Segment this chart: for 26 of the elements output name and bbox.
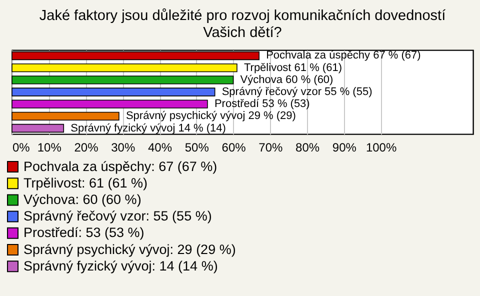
legend-label: Správný psychický vývoj: 29 (29 %): [24, 242, 236, 257]
data-label: Pochvala za úspěchy 67 % (67): [266, 50, 421, 62]
data-label: Trpělivost 61 % (61): [244, 62, 342, 74]
legend-label: Správný řečový vzor: 55 (55 %): [24, 208, 212, 224]
x-tick-label: 40%: [148, 140, 172, 154]
data-label: Výchova 60 % (60): [240, 74, 334, 86]
x-tick-label: 70%: [258, 140, 283, 154]
x-tick-label: 80%: [296, 140, 320, 154]
data-label: Správný řečový vzor 55 % (55): [222, 86, 372, 98]
x-tick-label: 90%: [332, 140, 357, 154]
legend-label: Pochvala za úspěchy: 67 (67 %): [24, 158, 218, 174]
x-tick-label: 100%: [366, 140, 397, 154]
x-tick-label: 50%: [184, 140, 210, 154]
legend-label: Výchova: 60 (60 %): [24, 192, 142, 207]
data-label: Správný fyzický vývoj 14 % (14): [70, 122, 226, 134]
chart-title: Jaké faktory jsou důležité pro rozvoj komunikačních dovedností Vašich dětí?: [39, 8, 446, 42]
x-tick-label: 10%: [37, 140, 62, 154]
x-tick-label: 20%: [74, 140, 99, 154]
legend-label: Prostředí: 53 (53 %): [24, 225, 144, 240]
data-label: Prostředí 53 % (53): [214, 98, 310, 110]
legend-label: Správný fyzický vývoj: 14 (14 %): [24, 258, 218, 274]
x-tick-label: 30%: [111, 140, 136, 154]
data-label: Správný psychický vývoj 29 % (29): [126, 110, 296, 122]
legend-label: Trpělivost: 61 (61 %): [24, 175, 148, 190]
x-tick-label: 0%: [12, 140, 30, 154]
x-tick-label: 60%: [222, 140, 246, 154]
